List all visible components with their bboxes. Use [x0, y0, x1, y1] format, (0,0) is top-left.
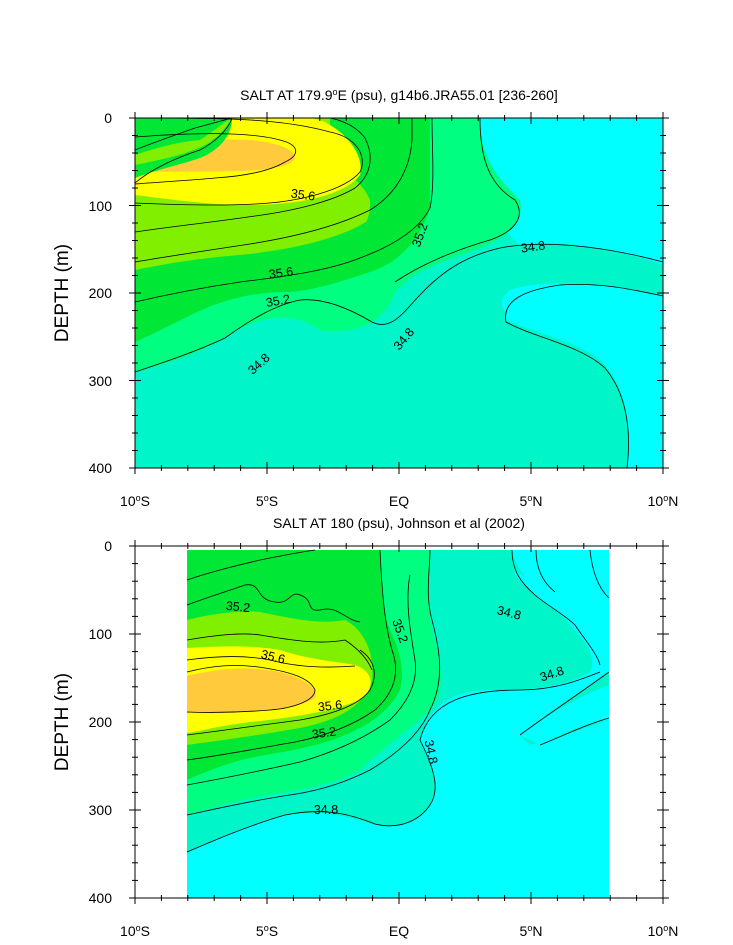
- y-tick-label: 200: [89, 285, 113, 301]
- contour-lines-top: [135, 118, 663, 468]
- contour-fill-top: [135, 118, 663, 468]
- y-tick-label: 100: [89, 626, 113, 642]
- contour-label: 35.6: [268, 264, 294, 281]
- x-axis-top: 10oS 5oS EQ 5oN 10oN: [120, 493, 678, 509]
- contour-label: 34.8: [314, 803, 338, 817]
- contour-label: 35.6: [290, 186, 316, 203]
- fill-level-lime-upper-left: [135, 118, 232, 165]
- contour-label: 35.6: [259, 647, 286, 666]
- fill-level-green-lower: [135, 180, 404, 302]
- x-tick-label: 10oN: [648, 923, 679, 939]
- axis-ticks-bottom: [129, 540, 669, 904]
- contour-label: 34.8: [495, 603, 522, 622]
- contour-label: 35.6: [317, 698, 343, 714]
- x-tick-label: EQ: [389, 923, 409, 939]
- y-axis-title: DEPTH (m): [52, 244, 73, 342]
- axis-ticks-top: [129, 112, 669, 474]
- fill-level-below-34.8-lower-right: [520, 685, 609, 745]
- y-tick-label: 0: [104, 110, 112, 126]
- y-tick-label: 300: [89, 802, 113, 818]
- y-tick-label: 300: [89, 373, 113, 389]
- fill-level-below-34.8-south: [505, 284, 663, 468]
- chart-title: SALT AT 180 (psu), Johnson et al (2002): [273, 515, 525, 531]
- fill-level-below-34.8-upper-right: [512, 550, 609, 600]
- y-axis-top: 0 100 200 300 400 DEPTH (m): [52, 110, 112, 476]
- x-tick-label: 5oN: [520, 493, 543, 509]
- x-tick-label: 10oN: [648, 493, 679, 509]
- contour-fill-bottom: [186, 549, 610, 898]
- y-tick-label: 100: [89, 198, 113, 214]
- contour-labels-bottom: 35.2 35.2 34.8 35.6 34.8 35.6 35.2 34.8 …: [225, 599, 566, 817]
- contour-lines-bottom: [186, 549, 610, 853]
- y-tick-label: 400: [89, 890, 113, 906]
- y-tick-label: 0: [104, 538, 112, 554]
- x-tick-label: 5oS: [256, 923, 278, 939]
- x-tick-label: EQ: [389, 493, 409, 509]
- contour-label: 34.8: [422, 739, 441, 766]
- contour-label: 35.2: [225, 599, 251, 615]
- contour-label: 35.2: [311, 724, 337, 741]
- chart-title: SALT AT 179.9oE (psu), g14b6.JRA55.01 [2…: [240, 87, 558, 103]
- y-axis-bottom: 0 100 200 300 400 DEPTH (m): [52, 538, 112, 906]
- y-tick-label: 200: [89, 714, 113, 730]
- fill-level-above-35.8: [187, 668, 316, 713]
- x-tick-label: 10oS: [120, 923, 150, 939]
- contour-label: 35.2: [265, 292, 291, 310]
- chart-panel-top: SALT AT 179.9oE (psu), g14b6.JRA55.01 [2…: [52, 87, 678, 509]
- chart-panel-bottom: SALT AT 180 (psu), Johnson et al (2002): [52, 515, 678, 939]
- x-tick-label: 10oS: [120, 493, 150, 509]
- y-tick-label: 400: [89, 460, 113, 476]
- contour-label: 34.8: [520, 238, 546, 255]
- x-axis-bottom: 10oS 5oS EQ 5oN 10oN: [120, 923, 678, 939]
- x-tick-label: 5oN: [520, 923, 543, 939]
- y-axis-title: DEPTH (m): [52, 673, 73, 771]
- x-tick-label: 5oS: [256, 493, 278, 509]
